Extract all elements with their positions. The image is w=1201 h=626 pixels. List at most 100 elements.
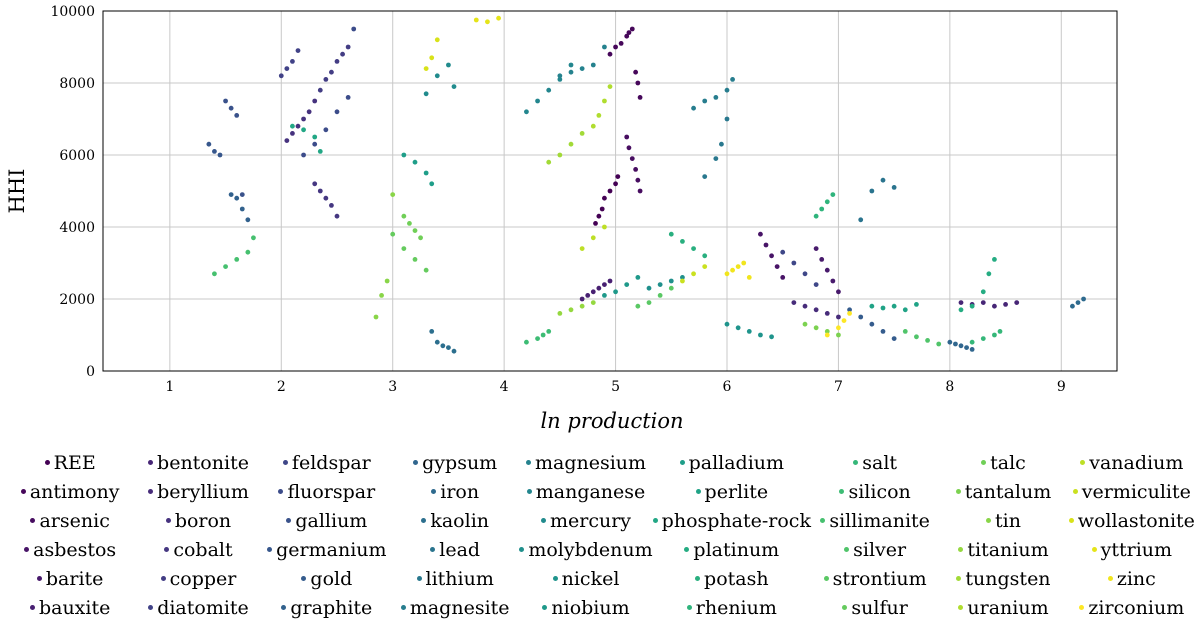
legend-label: strontium [832, 567, 927, 590]
data-point-boron [290, 131, 295, 136]
legend-item-bentonite: bentonite [134, 448, 262, 477]
data-point-tungsten [557, 152, 563, 158]
data-point-boron [284, 138, 290, 144]
data-point-gold [891, 336, 897, 341]
data-point-copper [317, 87, 323, 93]
data-point-antimony [637, 95, 643, 100]
data-point-lead [869, 188, 875, 194]
data-point-salt [997, 329, 1003, 334]
data-point-titanium [557, 311, 563, 316]
legend-item-gold: gold [263, 564, 391, 593]
data-point-sillimanite [223, 264, 228, 269]
data-point-lithium [702, 174, 708, 180]
data-point-tin [379, 293, 384, 298]
data-point-germanium [217, 152, 223, 158]
legend-marker-icon [981, 460, 987, 465]
data-point-palladium [401, 152, 407, 158]
legend-label: beryllium [157, 480, 249, 503]
data-point-palladium [412, 159, 418, 165]
legend-label: vanadium [1089, 451, 1184, 474]
data-point-platinum [958, 307, 964, 313]
legend-label: sillimanite [829, 509, 930, 532]
legend-marker-icon [1107, 576, 1113, 581]
data-point-talc [418, 235, 423, 241]
data-point-perlite [869, 303, 875, 309]
data-point-manganese [535, 98, 540, 104]
legend-marker-icon [652, 518, 658, 523]
data-point-fluorspar [312, 141, 318, 147]
data-point-perlite [891, 303, 897, 309]
data-point-gold [858, 314, 864, 320]
data-point-yttrium [485, 19, 490, 25]
data-point-kaolin [429, 329, 435, 334]
legend-item-yttrium: yttrium [1068, 535, 1196, 564]
legend-label: niobium [551, 596, 630, 619]
legend-label: asbestos [33, 538, 117, 561]
data-point-strontium [646, 300, 652, 305]
x-tick-label: 6 [723, 379, 732, 395]
legend-item-sulfur: sulfur [811, 593, 939, 622]
data-point-tantalum [813, 325, 819, 331]
legend-item-cobalt: cobalt [134, 535, 262, 564]
data-point-diatomite [278, 73, 284, 79]
legend-marker-icon [823, 576, 829, 581]
legend-label: talc [990, 451, 1026, 474]
legend-marker-icon [679, 460, 685, 465]
data-point-molybdenum [646, 285, 652, 291]
legend-marker-icon [413, 460, 419, 465]
data-point-bentonite [980, 300, 986, 305]
legend-label: magnesite [409, 596, 510, 619]
y-tick-label: 2000 [59, 292, 95, 308]
data-point-arsenic [635, 177, 641, 183]
legend-label: silicon [848, 480, 911, 503]
legend-label: tantalum [964, 480, 1052, 503]
data-point-iron [1081, 296, 1086, 302]
data-point-niobium [624, 282, 630, 287]
legend-marker-icon [20, 489, 26, 494]
data-point-lead [880, 177, 886, 183]
data-point-silicon [546, 329, 552, 334]
data-point-zirconium [841, 318, 847, 323]
data-point-strontium [635, 303, 641, 309]
legend-marker-icon [526, 489, 532, 494]
scatter-chart: 1 2 3 4 5 6 7 8 9 0 2000 4000 6000 8000 10000 HHI ln p… [5, 4, 1118, 433]
data-point-REE [607, 188, 613, 194]
data-point-gypsum [958, 343, 964, 349]
data-point-manganese [524, 109, 529, 115]
data-point-barite [813, 246, 819, 252]
data-point-beryllium [791, 300, 797, 305]
legend-item-boron: boron [134, 506, 262, 535]
data-point-zinc [741, 260, 747, 266]
data-point-boron [312, 98, 318, 104]
data-point-mercury [446, 62, 451, 68]
data-point-antimony [633, 69, 639, 75]
data-point-bentonite [1003, 302, 1008, 307]
legend-label: fluorspar [287, 480, 376, 503]
data-point-nickel [724, 321, 730, 327]
data-point-mercury [423, 91, 429, 97]
data-point-nickel [735, 325, 741, 331]
data-point-boron [306, 109, 312, 115]
legend-label: cobalt [173, 538, 233, 561]
legend-item-strontium: strontium [811, 564, 939, 593]
data-point-gallium [223, 98, 228, 104]
data-point-graphite [228, 192, 234, 198]
data-point-phosphate-rock [301, 127, 306, 133]
data-point-perlite [902, 307, 908, 313]
legend-label: arsenic [39, 509, 110, 532]
legend-marker-icon [282, 460, 288, 465]
data-point-arsenic [633, 167, 639, 172]
legend-item-talc: talc [939, 448, 1067, 477]
legend-label: bentonite [157, 451, 249, 474]
legend-label: wollastonite [1077, 509, 1195, 532]
legend-item-asbestos: asbestos [6, 535, 134, 564]
legend-item-tantalum: tantalum [939, 477, 1067, 506]
data-point-magnesium [579, 66, 585, 71]
data-point-niobium [635, 275, 641, 280]
legend-label: yttrium [1100, 538, 1173, 561]
data-point-graphite [234, 195, 240, 201]
legend-label: zirconium [1088, 596, 1185, 619]
legend-marker-icon [842, 605, 848, 610]
data-point-strontium [668, 285, 674, 291]
legend-marker-icon [844, 547, 850, 552]
